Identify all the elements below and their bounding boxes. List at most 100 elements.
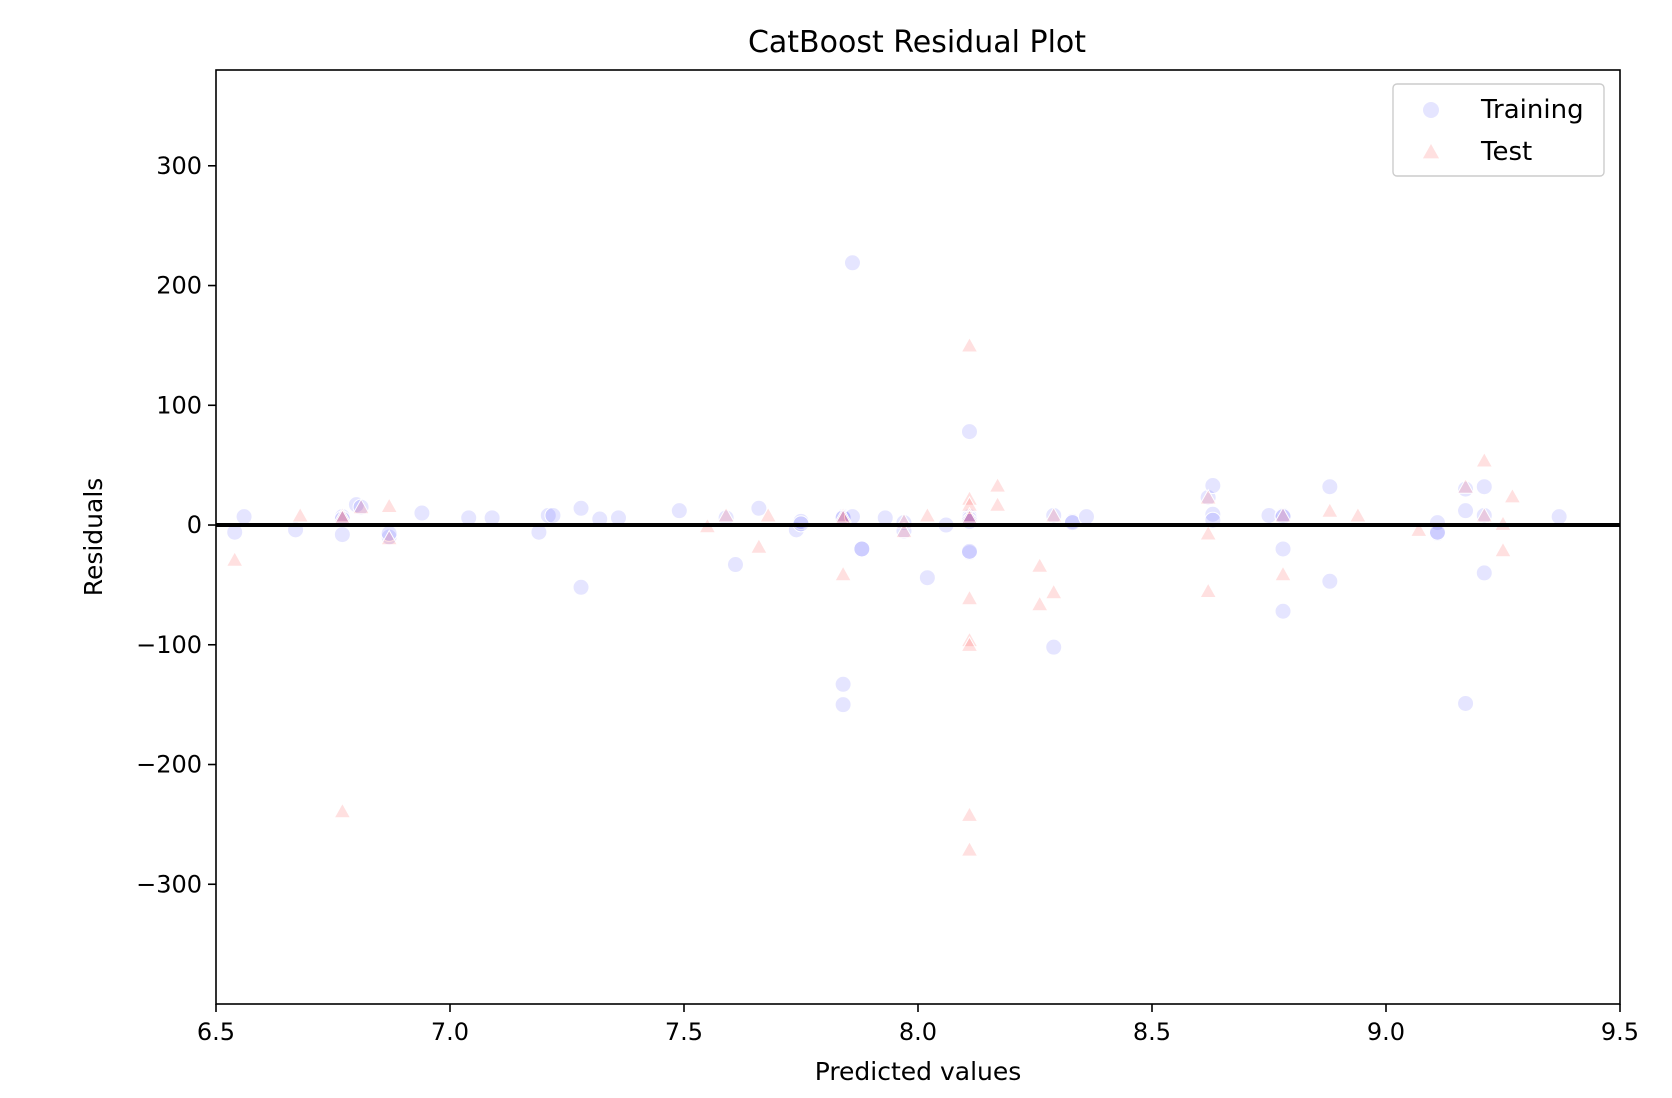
test-point: [1044, 506, 1063, 523]
training-point: [1204, 477, 1222, 495]
training-point: [235, 508, 253, 526]
training-point: [834, 675, 852, 693]
training-point: [853, 540, 871, 558]
test-point: [960, 635, 979, 652]
y-tick-label: −200: [136, 751, 202, 779]
test-point: [1030, 595, 1049, 612]
training-point: [1550, 508, 1568, 526]
y-axis: −300 −200 −100 0 100 200 300: [136, 152, 216, 898]
training-point: [834, 696, 852, 714]
legend: Training Test: [1392, 83, 1605, 177]
test-point: [988, 495, 1007, 512]
test-point: [895, 522, 913, 539]
training-point: [1274, 540, 1292, 558]
y-axis-label: Residuals: [79, 478, 108, 597]
test-point: [759, 506, 778, 523]
training-point: [1204, 505, 1222, 523]
y-tick-label: 100: [156, 391, 202, 419]
test-point: [834, 565, 853, 582]
training-point: [1077, 508, 1095, 526]
test-point: [960, 840, 979, 857]
test-point: [225, 550, 244, 567]
test-point: [749, 537, 768, 554]
legend-box: [1392, 83, 1605, 177]
x-tick-label: 7.0: [431, 1018, 469, 1046]
legend-training-marker: [1423, 102, 1439, 118]
test-point: [1030, 556, 1049, 573]
test-point: [1409, 520, 1428, 537]
y-tick-label: −300: [136, 870, 202, 898]
test-point: [1348, 506, 1367, 523]
test-point: [918, 506, 937, 523]
training-point: [1045, 638, 1063, 656]
x-tick-label: 8.0: [899, 1018, 937, 1046]
legend-training-label: Training: [1480, 95, 1584, 125]
test-point: [960, 506, 979, 523]
training-point: [572, 578, 590, 596]
chart-title: CatBoost Residual Plot: [748, 25, 1086, 60]
plot-background: [216, 70, 1620, 1004]
test-point: [1199, 582, 1218, 598]
test-point: [960, 495, 979, 512]
test-point: [960, 336, 979, 353]
test-point: [1456, 477, 1475, 494]
training-point: [750, 499, 768, 517]
test-point: [960, 589, 979, 606]
legend-test-marker: [1422, 144, 1440, 159]
plot-area: [215, 69, 1621, 1005]
y-tick-label: 0: [187, 511, 202, 539]
y-tick-label: 200: [156, 272, 202, 300]
test-point: [333, 802, 352, 819]
x-tick-label: 9.5: [1601, 1018, 1639, 1046]
training-point: [843, 254, 861, 272]
test-point: [960, 489, 979, 506]
training-point: [670, 502, 688, 520]
test-point: [1044, 583, 1063, 600]
test-point: [333, 506, 352, 523]
x-axis-label: Predicted values: [815, 1057, 1022, 1086]
training-point: [1321, 572, 1339, 590]
test-point: [1274, 565, 1292, 582]
x-tick-label: 6.5: [197, 1018, 235, 1046]
training-point: [1475, 478, 1493, 496]
test-point: [1199, 524, 1218, 541]
test-point: [1475, 451, 1494, 468]
test-point: [1494, 541, 1512, 558]
training-point: [918, 569, 936, 587]
training-point: [1274, 602, 1292, 620]
test-point: [717, 506, 736, 523]
test-point: [291, 506, 310, 523]
training-point: [1457, 502, 1475, 520]
test-point: [352, 498, 371, 515]
training-point: [960, 423, 978, 441]
test-point: [988, 476, 1007, 493]
test-point: [834, 506, 853, 523]
training-point: [333, 526, 351, 544]
test-point: [380, 529, 399, 546]
training-point: [1457, 694, 1475, 712]
test-point: [1320, 501, 1339, 518]
x-tick-label: 7.5: [665, 1018, 703, 1046]
x-tick-label: 9.0: [1367, 1018, 1405, 1046]
training-point: [1321, 478, 1339, 496]
test-point: [1503, 487, 1522, 504]
test-point: [1274, 506, 1292, 523]
test-point: [1475, 506, 1494, 523]
test-point: [1199, 488, 1218, 505]
y-tick-label: 300: [156, 152, 202, 180]
x-axis: 6.5 7.0 7.5 8.0 8.5 9.0 9.5: [197, 1004, 1639, 1046]
legend-test-label: Test: [1480, 137, 1532, 167]
training-point: [960, 542, 978, 560]
series-test: [225, 336, 1522, 857]
training-point: [572, 499, 590, 517]
training-point: [544, 506, 562, 524]
test-point: [960, 631, 979, 648]
y-tick-label: −100: [136, 631, 202, 659]
training-point: [1475, 564, 1493, 582]
x-tick-label: 8.5: [1133, 1018, 1171, 1046]
training-point: [413, 504, 431, 522]
test-point: [380, 497, 399, 513]
test-point: [960, 805, 979, 822]
training-point: [726, 556, 744, 574]
